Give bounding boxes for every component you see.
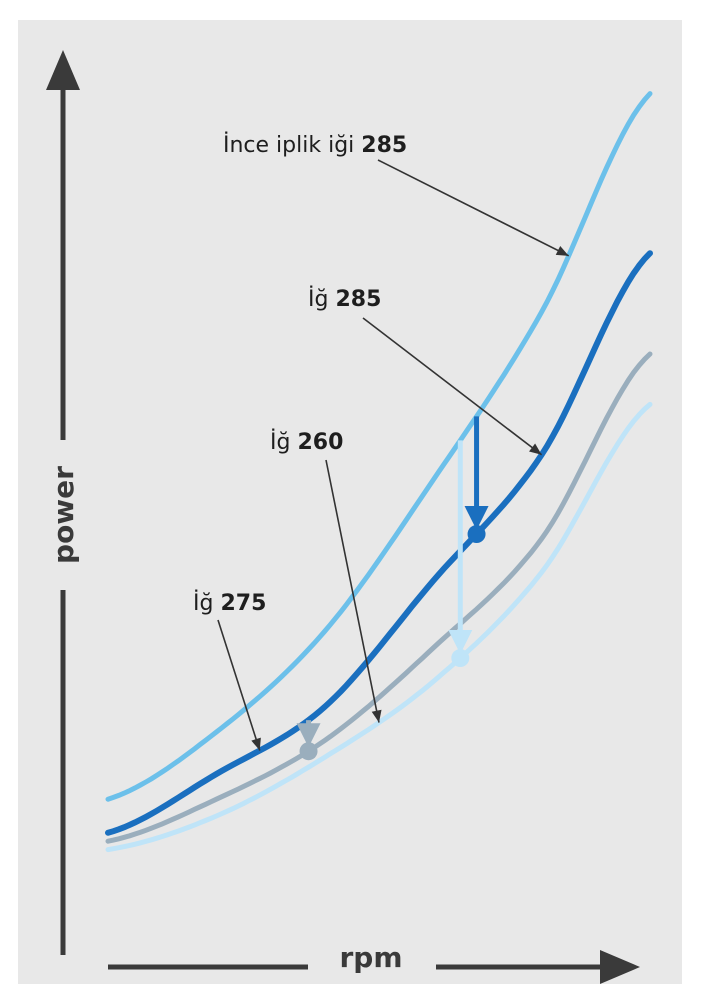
y-axis-arrowhead <box>46 50 80 90</box>
annotation-label-1: İnce iplik iği 285 <box>223 132 407 158</box>
drop-arrowhead-2 <box>464 506 489 531</box>
drop-point-2 <box>467 525 486 544</box>
drop-arrowhead-3 <box>448 630 473 655</box>
series-line-4 <box>105 401 653 853</box>
annotation-arrowhead-4 <box>251 737 261 751</box>
x-axis-arrowhead <box>600 950 640 984</box>
drop-markers <box>296 416 489 761</box>
annotation-label-4: İğ 275 <box>193 590 266 616</box>
annotation-arrowhead-2 <box>529 443 542 455</box>
series-layer <box>105 91 653 853</box>
annotation-leader-2 <box>362 317 543 456</box>
annotation-leader-3 <box>325 459 380 723</box>
annotations: İnce iplik iği 285 İğ 285 İğ 260 İğ 275 <box>193 132 570 751</box>
chart-panel: İnce iplik iği 285 İğ 285 İğ 260 İğ 275 pow… <box>18 20 682 984</box>
drop-arrowhead-1 <box>296 723 321 748</box>
annotation-arrowhead-3 <box>371 709 382 723</box>
annotation-leader-4 <box>217 619 261 751</box>
series-line-1 <box>105 91 653 802</box>
y-axis-label: power <box>47 466 80 564</box>
x-axis-label: rpm <box>339 941 402 974</box>
annotation-leader-1 <box>377 159 570 257</box>
annotation-arrowhead-1 <box>555 245 569 256</box>
series-line-2 <box>105 250 653 836</box>
axes <box>46 50 640 984</box>
drop-point-3 <box>451 649 470 668</box>
series-line-3 <box>105 351 653 844</box>
power-rpm-chart: İnce iplik iği 285 İğ 285 İğ 260 İğ 275 pow… <box>46 50 653 984</box>
annotation-label-3: İğ 260 <box>270 429 343 455</box>
annotation-label-2: İğ 285 <box>308 286 381 312</box>
drop-point-1 <box>299 742 318 761</box>
